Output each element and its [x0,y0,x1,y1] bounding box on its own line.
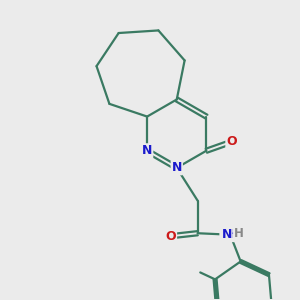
Text: NH: NH [220,228,240,241]
Text: O: O [166,230,176,243]
Text: H: H [234,227,244,240]
Text: N: N [142,144,152,157]
Text: N: N [172,161,182,174]
Text: N: N [221,228,232,241]
Text: O: O [226,135,237,148]
